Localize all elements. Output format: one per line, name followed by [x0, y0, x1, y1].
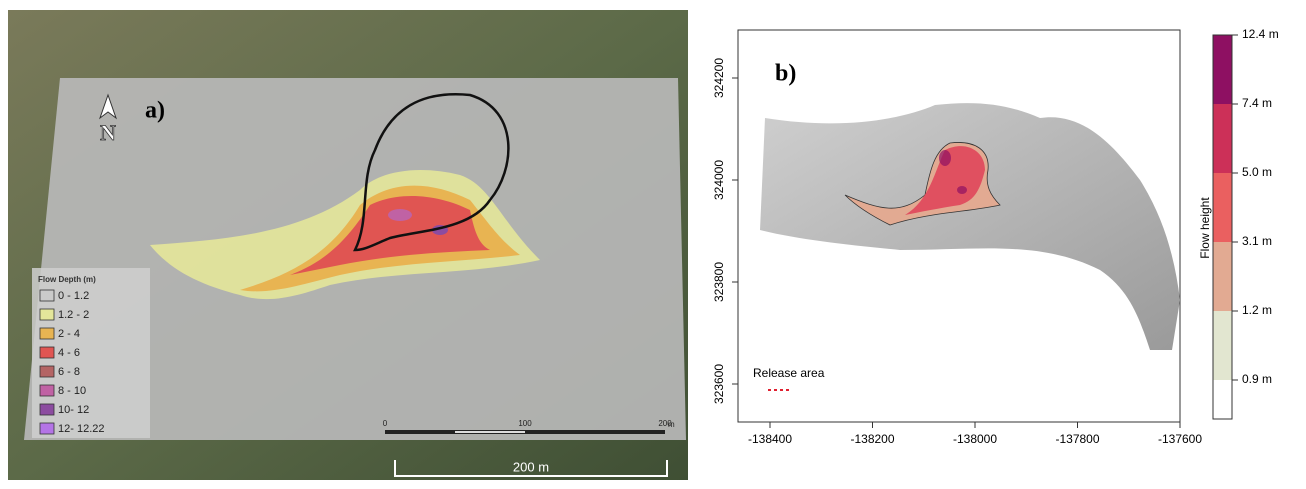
legend-label: 10- 12 — [58, 404, 89, 416]
colorbar-label: 3.1 m — [1242, 234, 1272, 248]
flow-zone — [388, 209, 412, 221]
flow-extent — [939, 150, 951, 166]
panel-label: a) — [145, 98, 165, 124]
colorbar-label: 7.4 m — [1242, 96, 1272, 110]
legend-swatch — [40, 347, 54, 358]
legend-label: Release area — [753, 366, 825, 380]
scale-tick-label: 100 — [518, 419, 532, 428]
colorbar-band — [1213, 173, 1232, 242]
y-tick-label: 323600 — [712, 364, 726, 404]
x-tick-label: -137800 — [1055, 432, 1099, 446]
colorbar-band — [1213, 104, 1232, 173]
legend-label: 1.2 - 2 — [58, 309, 89, 321]
overview-scale-label: 200 m — [513, 459, 549, 474]
legend-swatch — [40, 385, 54, 396]
flow-extent — [957, 186, 967, 194]
y-tick-label: 324200 — [712, 58, 726, 98]
colorbar: 12.4 m 7.4 m 5.0 m 3.1 m 1.2 m 0.9 m — [1213, 27, 1279, 419]
legend: Flow Depth (m) 0 - 1.2 1.2 - 2 2 - 4 4 - 6 6… — [32, 268, 150, 438]
scale-tick-label: 0 — [383, 419, 388, 428]
legend-label: 0 - 1.2 — [58, 290, 89, 302]
legend-label: 8 - 10 — [58, 385, 86, 397]
colorbar-label: 5.0 m — [1242, 165, 1272, 179]
legend-swatch — [40, 404, 54, 415]
panel-label: b) — [775, 61, 796, 87]
x-tick-label: -138000 — [953, 432, 997, 446]
x-tick-label: -138400 — [748, 432, 792, 446]
colorbar-band — [1213, 311, 1232, 380]
legend-swatch — [40, 328, 54, 339]
colorbar-label: 1.2 m — [1242, 303, 1272, 317]
panel-b: b) Release area -138400 -138200 -138000 -13… — [712, 27, 1279, 446]
legend-swatch — [40, 309, 54, 320]
figure: N a) Flow Depth (m) 0 - 1.2 1.2 - 2 2 - 4 4… — [0, 0, 1306, 489]
legend-label: 2 - 4 — [58, 328, 80, 340]
y-tick-label: 323800 — [712, 262, 726, 302]
panel-a: N a) Flow Depth (m) 0 - 1.2 1.2 - 2 2 - 4 4… — [8, 10, 688, 480]
colorbar-band — [1213, 380, 1232, 419]
legend-title: Flow Depth (m) — [38, 275, 96, 284]
x-tick-label: -137600 — [1158, 432, 1202, 446]
legend-label: 12- 12.22 — [58, 423, 104, 435]
legend-label: 4 - 6 — [58, 347, 80, 359]
colorbar-label: 12.4 m — [1242, 27, 1279, 41]
legend-swatch — [40, 366, 54, 377]
north-label: N — [100, 120, 116, 145]
y-tick-label: 324000 — [712, 160, 726, 200]
scale-unit: m — [668, 420, 675, 429]
colorbar-label: 0.9 m — [1242, 372, 1272, 386]
legend-label: 6 - 8 — [58, 366, 80, 378]
x-tick-label: -138200 — [850, 432, 894, 446]
legend-swatch — [40, 423, 54, 434]
colorbar-title: Flow height — [1198, 197, 1212, 259]
colorbar-band — [1213, 242, 1232, 311]
colorbar-band — [1213, 35, 1232, 104]
